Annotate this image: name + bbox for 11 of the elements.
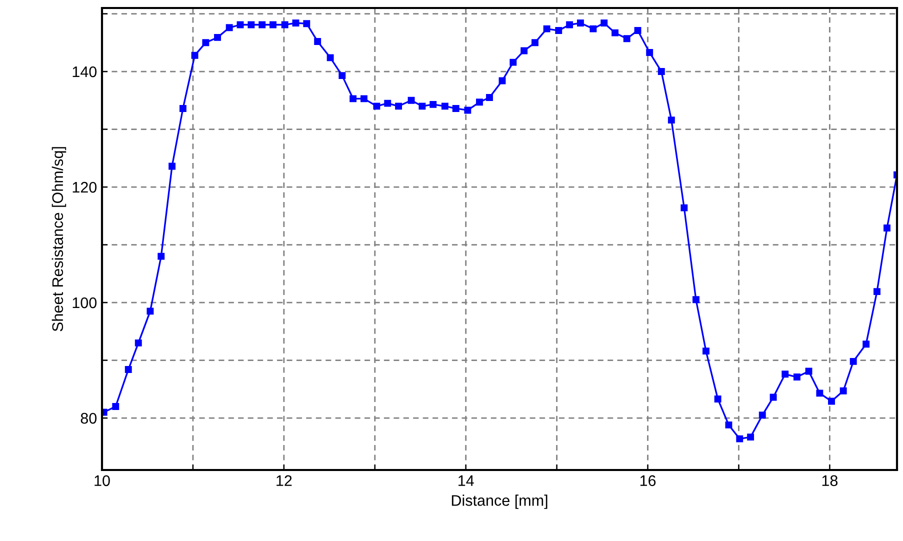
x-tick-label: 16 xyxy=(640,475,656,486)
x-tick-label: 12 xyxy=(276,475,292,486)
x-tick-label: 10 xyxy=(94,475,110,486)
x-tick-label: 14 xyxy=(458,475,474,486)
x-axis-title: Distance [mm] xyxy=(452,494,548,509)
y-tick-label: 100 xyxy=(72,297,97,308)
x-tick-label: 18 xyxy=(822,475,838,486)
y-tick-label: 140 xyxy=(72,66,97,78)
y-axis-title: Sheet Resistance [Ohm/sq] xyxy=(52,147,66,332)
y-tick-label: 120 xyxy=(72,182,97,193)
y-tick-label: 80 xyxy=(80,412,97,424)
